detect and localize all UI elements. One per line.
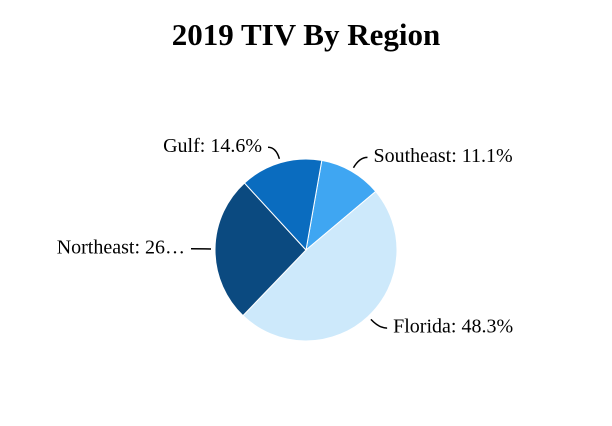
leader-line (267, 146, 281, 160)
slice-label: Florida: 48.3% (393, 316, 513, 338)
pie-slice (214, 182, 307, 317)
pie-slice (243, 158, 323, 252)
slice-label: Gulf: 14.6% (163, 135, 262, 157)
pie-slice (242, 190, 398, 342)
slice-label: Southeast: 11.1% (373, 145, 512, 167)
chart-title: 2019 TIV By Region (172, 17, 440, 52)
leader-line (352, 156, 368, 169)
leader-line (370, 318, 388, 329)
slice-label: Northeast: 26… (57, 236, 185, 258)
